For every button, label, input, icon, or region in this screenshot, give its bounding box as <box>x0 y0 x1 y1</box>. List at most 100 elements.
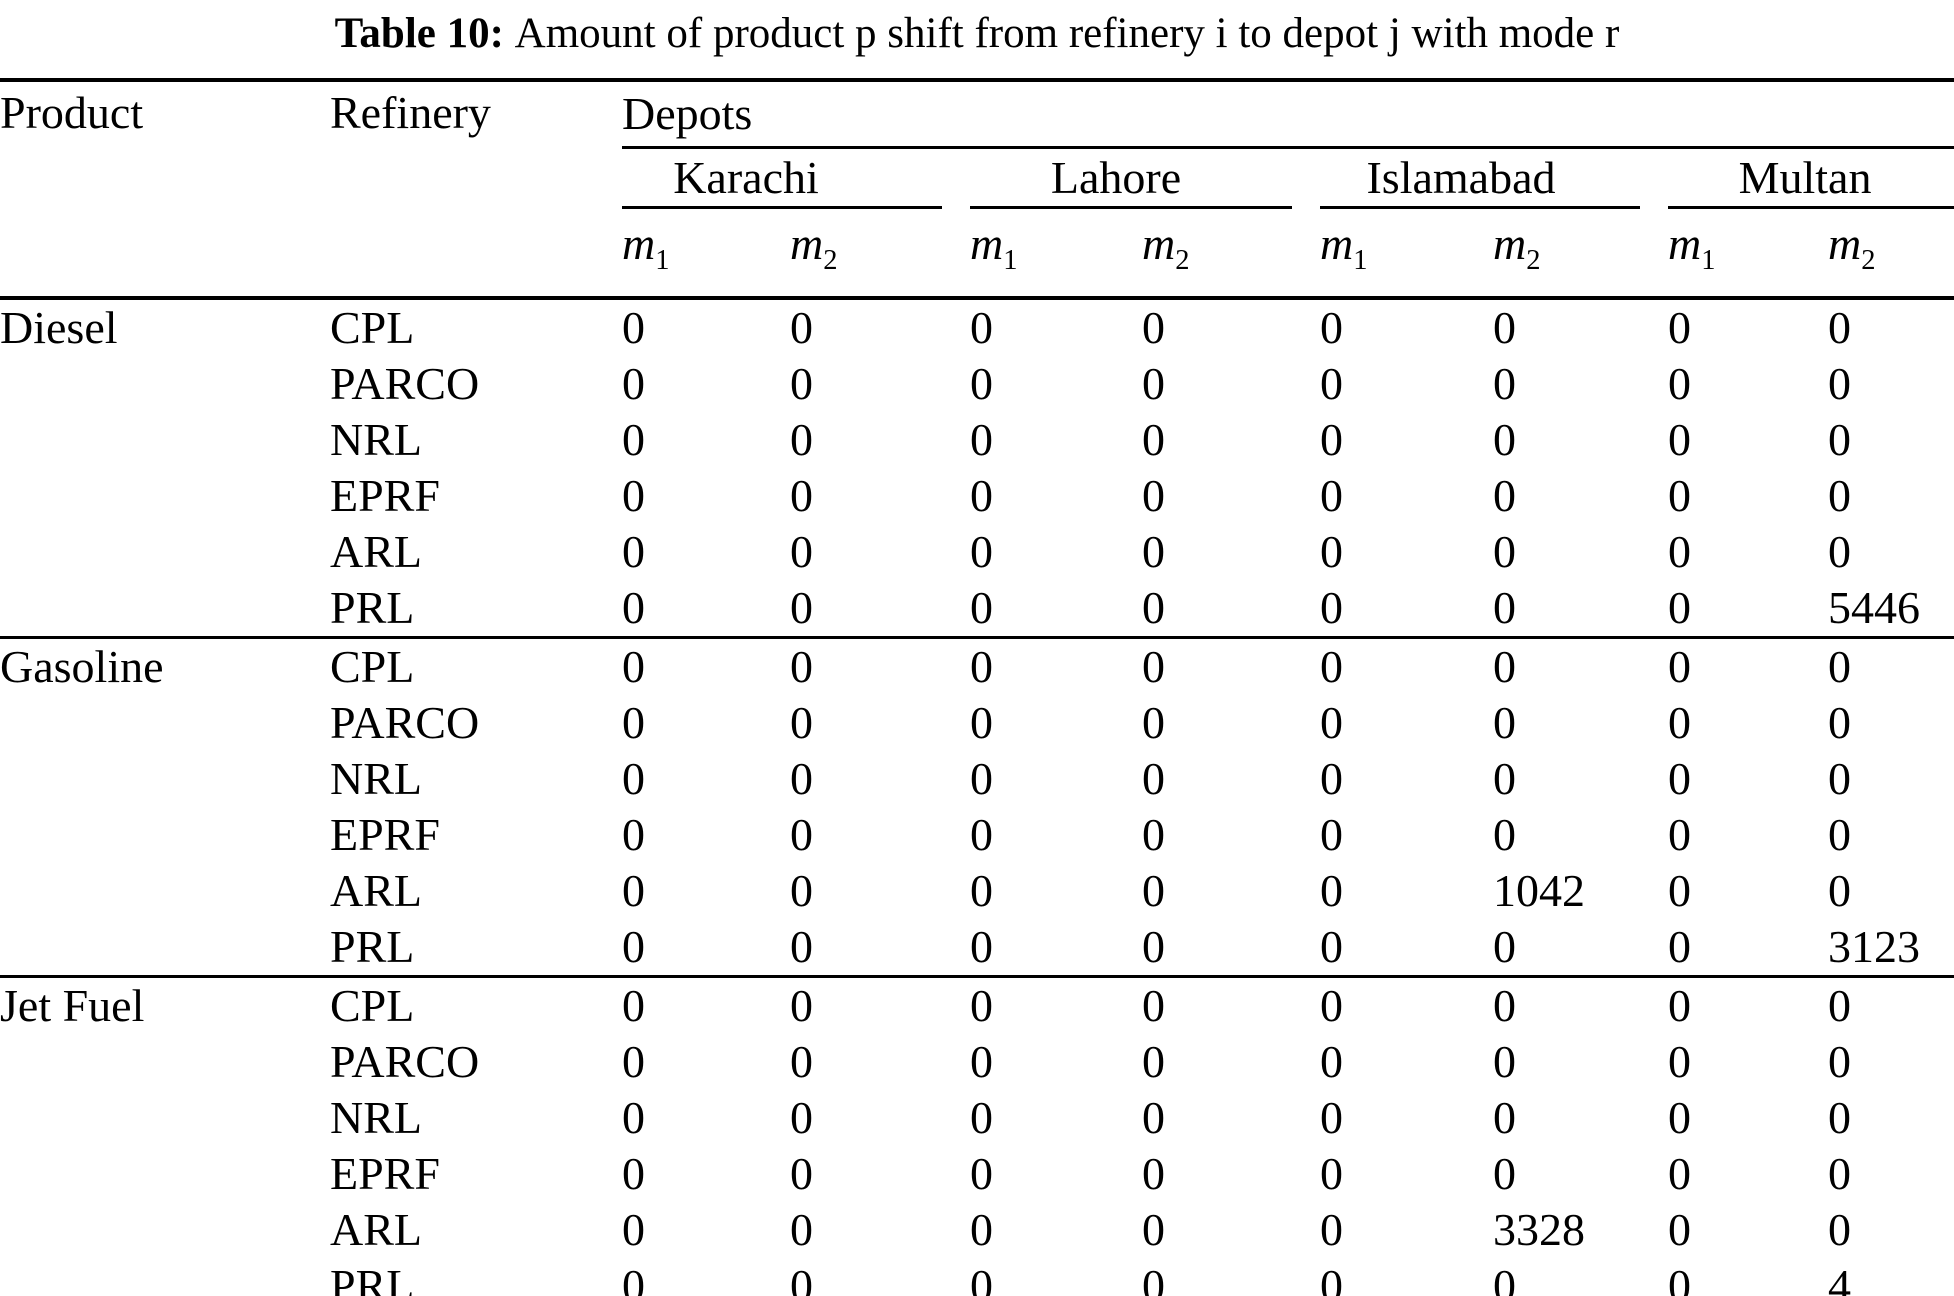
value-cell: 0 <box>1493 975 1668 1035</box>
value-cell: 0 <box>970 809 993 861</box>
value-cell: 0 <box>1668 975 1828 1035</box>
mode-letter: m <box>970 218 1004 269</box>
table-row: EPRF 0 0 0 0 0 0 0 0 <box>0 468 1954 524</box>
value-cell: 0 <box>1493 1036 1516 1088</box>
table-row: ARL 0 0 0 0 0 0 0 0 <box>0 524 1954 580</box>
mode-subscript: 2 <box>1861 245 1876 277</box>
refinery-cell: PRL <box>330 921 415 973</box>
table-row: PRL 0 0 0 0 0 0 0 4 <box>0 1258 1954 1296</box>
table-row: EPRF 0 0 0 0 0 0 0 0 <box>0 807 1954 863</box>
value-cell: 0 <box>1142 1260 1165 1296</box>
depot-header-multan: Multan <box>1668 148 1954 209</box>
mode-header-multan-m2: m2 <box>1828 209 1954 301</box>
value-cell: 0 <box>1828 358 1851 410</box>
value-cell: 0 <box>1320 302 1343 354</box>
value-cell: 0 <box>970 1260 993 1296</box>
refinery-cell: PARCO <box>330 697 480 749</box>
value-cell: 0 <box>790 1092 813 1144</box>
column-header-refinery: Refinery <box>330 80 622 301</box>
value-cell: 0 <box>790 414 813 466</box>
value-cell: 0 <box>790 636 970 696</box>
mode-header-islamabad-m2: m2 <box>1493 209 1668 301</box>
table-row: PARCO 0 0 0 0 0 0 0 0 <box>0 356 1954 412</box>
value-cell: 0 <box>1320 697 1343 749</box>
value-cell: 0 <box>622 358 645 410</box>
depot-header-karachi-label: Karachi <box>622 149 942 209</box>
value-cell: 0 <box>970 1092 993 1144</box>
value-cell: 0 <box>1493 921 1516 973</box>
mode-subscript: 1 <box>1003 245 1018 277</box>
data-table: Product Refinery Depots Karachi Lahore I… <box>0 78 1954 1296</box>
value-cell: 0 <box>622 470 645 522</box>
value-cell: 0 <box>1828 470 1851 522</box>
value-cell: 0 <box>1142 1036 1165 1088</box>
value-cell: 0 <box>1668 582 1691 634</box>
value-cell: 0 <box>1142 470 1165 522</box>
refinery-cell: PRL <box>330 1260 415 1296</box>
table-row: EPRF 0 0 0 0 0 0 0 0 <box>0 1146 1954 1202</box>
table-row: NRL 0 0 0 0 0 0 0 0 <box>0 412 1954 468</box>
value-cell: 0 <box>970 302 993 354</box>
value-cell: 0 <box>1320 1148 1343 1200</box>
value-cell: 0 <box>1142 975 1320 1035</box>
value-cell: 3123 <box>1828 921 1920 973</box>
table-row: ARL 0 0 0 0 0 3328 0 0 <box>0 1202 1954 1258</box>
value-cell: 0 <box>1828 414 1851 466</box>
value-cell: 0 <box>1828 975 1954 1035</box>
value-cell: 0 <box>1142 414 1165 466</box>
mode-header-lahore-m2: m2 <box>1142 209 1320 301</box>
value-cell: 0 <box>1668 636 1828 696</box>
value-cell: 0 <box>1668 697 1691 749</box>
mode-header-lahore-m1: m1 <box>970 209 1142 301</box>
value-cell: 0 <box>1320 975 1493 1035</box>
table-row: PARCO 0 0 0 0 0 0 0 0 <box>0 695 1954 751</box>
value-cell: 0 <box>1668 809 1691 861</box>
value-cell: 0 <box>1493 526 1516 578</box>
value-cell: 0 <box>1668 1260 1691 1296</box>
refinery-cell: PARCO <box>330 358 480 410</box>
value-cell: 0 <box>1828 697 1851 749</box>
value-cell: 0 <box>1142 526 1165 578</box>
mode-header-islamabad-m1: m1 <box>1320 209 1493 301</box>
depot-header-lahore-label: Lahore <box>970 149 1292 209</box>
value-cell: 0 <box>970 636 1142 696</box>
value-cell: 0 <box>1828 753 1851 805</box>
value-cell: 0 <box>970 1036 993 1088</box>
header-row-top: Product Refinery Depots <box>0 80 1954 301</box>
value-cell: 0 <box>1320 1036 1343 1088</box>
value-cell: 0 <box>970 865 993 917</box>
refinery-cell: EPRF <box>330 470 440 522</box>
table-caption: Table 10: Amount of product p shift from… <box>0 0 1954 78</box>
value-cell: 0 <box>790 697 813 749</box>
value-cell: 0 <box>1142 582 1165 634</box>
table-row: PRL 0 0 0 0 0 0 0 5446 <box>0 580 1954 638</box>
product-cell: Diesel <box>0 302 118 354</box>
value-cell: 0 <box>1493 470 1516 522</box>
value-cell: 0 <box>970 975 1142 1035</box>
value-cell: 5446 <box>1828 582 1920 634</box>
value-cell: 0 <box>1320 636 1493 696</box>
value-cell: 0 <box>1828 1148 1851 1200</box>
value-cell: 0 <box>1320 753 1343 805</box>
value-cell: 0 <box>622 1204 645 1256</box>
value-cell: 0 <box>1142 865 1165 917</box>
value-cell: 0 <box>1668 302 1691 354</box>
value-cell: 0 <box>790 1260 813 1296</box>
value-cell: 0 <box>790 302 813 354</box>
value-cell: 0 <box>790 753 813 805</box>
value-cell: 0 <box>1320 358 1343 410</box>
value-cell: 0 <box>622 582 645 634</box>
column-group-header-depots: Depots <box>622 80 1954 149</box>
value-cell: 0 <box>1668 414 1691 466</box>
table-row: Diesel CPL 0 0 0 0 0 0 0 0 <box>0 298 1954 356</box>
value-cell: 0 <box>622 921 645 973</box>
depot-header-lahore: Lahore <box>970 148 1320 209</box>
value-cell: 0 <box>1828 865 1851 917</box>
mode-subscript: 2 <box>823 245 838 277</box>
mode-subscript: 1 <box>1353 245 1368 277</box>
header-row-cities: Karachi Lahore Islamabad Multan <box>0 148 1954 209</box>
depot-header-islamabad-label: Islamabad <box>1320 149 1640 209</box>
refinery-cell: ARL <box>330 1204 422 1256</box>
value-cell: 0 <box>1320 1260 1343 1296</box>
